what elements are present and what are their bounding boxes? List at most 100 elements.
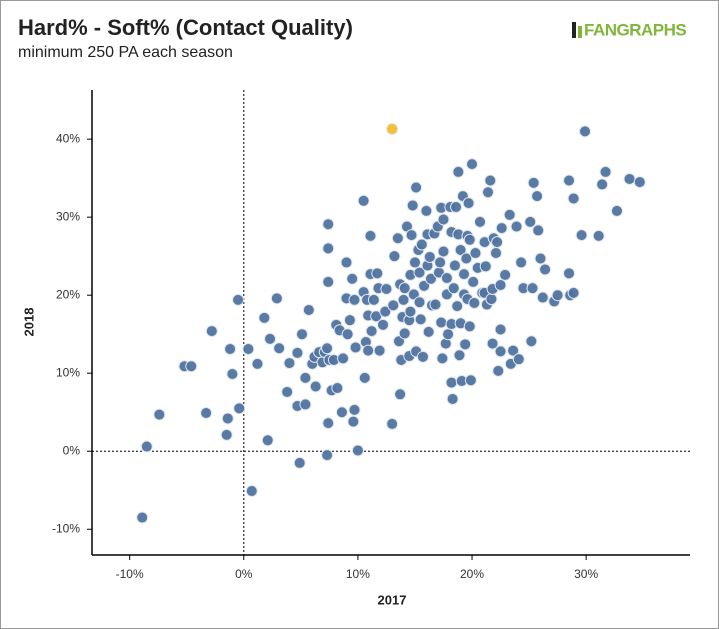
logo-icon — [578, 26, 582, 38]
point — [527, 176, 540, 189]
point — [524, 215, 537, 228]
point — [394, 388, 407, 401]
point — [185, 360, 198, 373]
point — [273, 342, 286, 355]
point — [575, 229, 588, 242]
point — [610, 204, 623, 217]
point — [371, 267, 384, 280]
point — [451, 300, 464, 313]
point — [387, 299, 400, 312]
point — [136, 511, 149, 524]
point — [283, 357, 296, 370]
logo-text: FANGRAPHS — [584, 20, 686, 39]
point — [415, 238, 428, 251]
point — [435, 316, 448, 329]
point — [526, 282, 539, 295]
point — [507, 344, 520, 357]
point — [293, 456, 306, 469]
point — [486, 337, 499, 350]
point — [398, 282, 411, 295]
point — [434, 256, 447, 269]
point — [270, 292, 283, 305]
point — [386, 417, 399, 430]
point — [348, 293, 361, 306]
point — [424, 272, 437, 285]
point — [373, 344, 386, 357]
point — [200, 407, 213, 420]
point — [447, 282, 460, 295]
logo-icon — [572, 22, 576, 38]
y-tick-label: 20% — [56, 287, 80, 301]
point — [261, 434, 274, 447]
chart-title: Hard% - Soft% (Contact Quality) — [18, 15, 353, 40]
point — [551, 289, 564, 302]
point — [242, 343, 255, 356]
point — [503, 208, 516, 221]
point — [264, 332, 277, 345]
point — [343, 314, 356, 327]
y-axis-label: 2018 — [21, 308, 36, 337]
point — [468, 296, 481, 309]
point — [563, 174, 576, 187]
point — [221, 412, 234, 425]
point — [536, 291, 549, 304]
point — [346, 272, 359, 285]
y-tick-label: 0% — [63, 443, 81, 457]
point — [232, 293, 245, 306]
point — [337, 352, 350, 365]
point — [391, 232, 404, 245]
point — [348, 403, 361, 416]
point — [532, 224, 545, 237]
point — [299, 371, 312, 384]
point — [362, 344, 375, 357]
point — [140, 440, 153, 453]
point — [322, 242, 335, 255]
point — [405, 229, 418, 242]
x-tick-label: 0% — [235, 567, 253, 581]
point — [347, 415, 360, 428]
point — [295, 328, 308, 341]
point — [491, 236, 504, 249]
point — [484, 174, 497, 187]
point — [459, 338, 472, 351]
point — [398, 327, 411, 340]
point — [220, 428, 233, 441]
point — [335, 406, 348, 419]
point — [351, 444, 364, 457]
point — [357, 194, 370, 207]
point — [281, 385, 294, 398]
point — [454, 243, 467, 256]
point — [592, 229, 605, 242]
point — [397, 293, 410, 306]
y-tick-label: 30% — [56, 209, 80, 223]
point — [534, 252, 547, 265]
point — [413, 296, 426, 309]
x-tick-label: -10% — [116, 567, 144, 581]
point — [408, 256, 421, 269]
point — [448, 259, 461, 272]
point — [499, 268, 512, 281]
point — [436, 352, 449, 365]
point — [413, 266, 426, 279]
point — [291, 346, 304, 359]
point — [429, 298, 442, 311]
point — [233, 402, 246, 415]
point — [379, 305, 392, 318]
point — [452, 165, 465, 178]
point — [474, 215, 487, 228]
point — [340, 256, 353, 269]
point — [322, 275, 335, 288]
point — [633, 176, 646, 189]
point — [446, 392, 459, 405]
point — [404, 305, 417, 318]
point — [567, 192, 580, 205]
point — [386, 123, 399, 136]
point — [299, 398, 312, 411]
point — [463, 320, 476, 333]
point — [467, 275, 480, 288]
point — [422, 325, 435, 338]
point — [321, 449, 334, 462]
